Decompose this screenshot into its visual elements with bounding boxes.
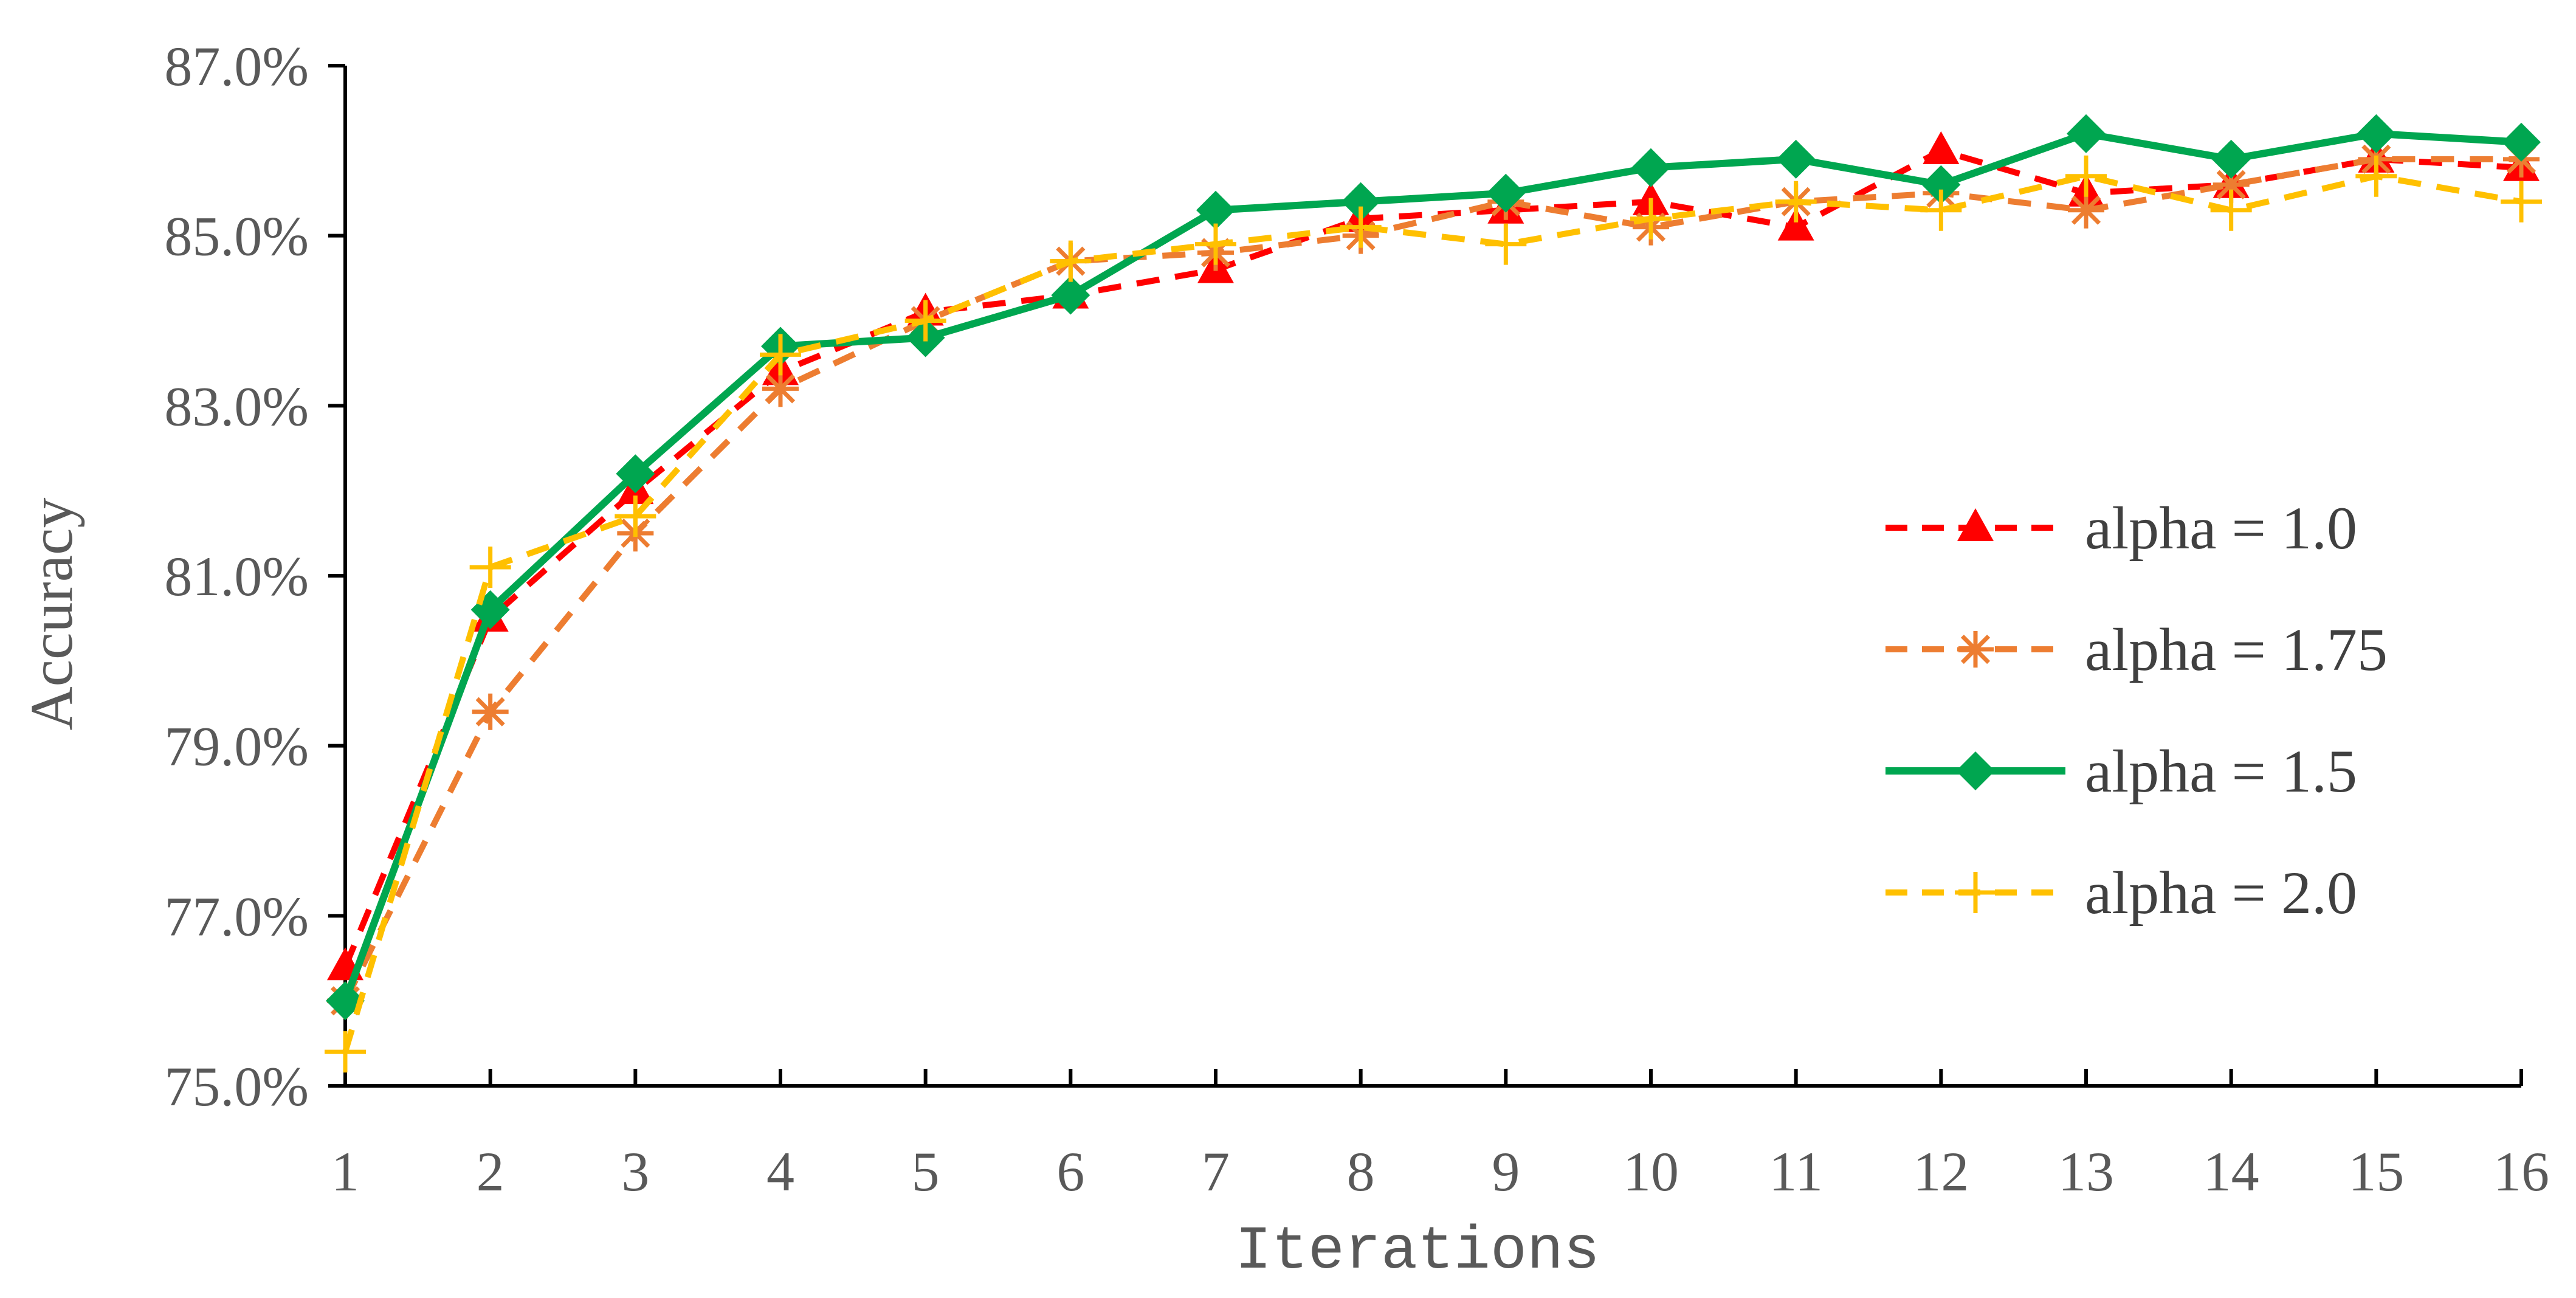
data-point — [762, 370, 799, 407]
series-line — [342, 147, 2522, 968]
data-point — [1923, 131, 1960, 164]
data-point — [2067, 114, 2106, 153]
data-point — [616, 454, 655, 494]
data-point — [472, 693, 509, 730]
legend-label: alpha = 1.75 — [2085, 616, 2388, 683]
x-tick-label: 16 — [2493, 1141, 2549, 1203]
axes: 75.0%77.0%79.0%81.0%83.0%85.0%87.0%1 2 3 4 5… — [164, 35, 2549, 1203]
data-point — [760, 334, 801, 376]
x-tick-label: 9 — [1492, 1141, 1520, 1203]
x-tick-label: 11 — [1769, 1141, 1823, 1203]
y-tick-label: 79.0% — [164, 716, 309, 778]
data-point — [1957, 631, 1994, 668]
legend-label: alpha = 2.0 — [2085, 859, 2357, 927]
x-tick-label: 5 — [912, 1141, 940, 1203]
x-axis-title: Iterations — [1235, 1218, 1600, 1286]
data-point — [1777, 207, 1814, 241]
data-point — [2068, 192, 2104, 229]
x-tick-label: 10 — [1623, 1141, 1679, 1203]
data-point — [1050, 240, 1092, 282]
y-axis-title: Accuracy — [18, 497, 85, 730]
y-tick-label: 87.0% — [164, 35, 309, 97]
x-tick-label: 12 — [1913, 1141, 1969, 1203]
legend-label: alpha = 1.5 — [2085, 737, 2357, 805]
data-point — [1196, 190, 1235, 230]
data-point — [2065, 155, 2107, 197]
y-tick-label: 81.0% — [164, 545, 309, 607]
data-point — [1776, 139, 1816, 179]
legend-label: alpha = 1.0 — [2085, 494, 2357, 562]
legend-item: alpha = 1.75 — [1886, 616, 2388, 683]
x-tick-label: 6 — [1056, 1141, 1084, 1203]
x-tick-label: 3 — [621, 1141, 649, 1203]
data-point — [2357, 114, 2396, 153]
data-point — [1957, 508, 1994, 541]
data-point — [904, 300, 946, 342]
x-tick-label: 1 — [331, 1141, 359, 1203]
x-tick-label: 8 — [1347, 1141, 1375, 1203]
data-point — [1956, 751, 1995, 790]
series-layer — [325, 114, 2542, 1073]
data-point — [1486, 173, 1526, 213]
y-tick-label: 75.0% — [164, 1055, 309, 1117]
data-point — [325, 1031, 366, 1073]
data-point — [1955, 872, 1996, 913]
data-point — [1195, 223, 1236, 265]
data-point — [2355, 155, 2397, 197]
data-point — [469, 547, 511, 589]
series-alpha-2-0 — [325, 155, 2542, 1073]
y-tick-label: 85.0% — [164, 205, 309, 268]
y-tick-label: 77.0% — [164, 885, 309, 947]
x-tick-label: 13 — [2058, 1141, 2114, 1203]
data-point — [2501, 181, 2542, 223]
data-point — [1775, 181, 1817, 223]
y-tick-label: 83.0% — [164, 375, 309, 437]
data-point — [615, 495, 656, 537]
data-point — [1921, 165, 1961, 204]
data-point — [1051, 275, 1090, 315]
legend-item: alpha = 2.0 — [1886, 859, 2357, 927]
data-point — [1631, 148, 1670, 187]
x-tick-label: 14 — [2203, 1141, 2259, 1203]
data-point — [1920, 189, 1962, 231]
data-point — [2211, 139, 2251, 179]
data-point — [2210, 189, 2252, 231]
legend-item: alpha = 1.0 — [1886, 494, 2357, 562]
legend-item: alpha = 1.5 — [1886, 737, 2357, 805]
legend: alpha = 1.0 alpha = 1.75 alpha = 1.5 alpha … — [1886, 494, 2388, 927]
data-point — [1341, 182, 1380, 221]
data-point — [1340, 206, 1382, 248]
series-line — [342, 129, 2522, 1003]
x-tick-label: 4 — [766, 1141, 794, 1203]
x-tick-label: 2 — [477, 1141, 505, 1203]
series-line — [342, 156, 2521, 1003]
data-point — [2502, 122, 2541, 162]
data-point — [1630, 198, 1672, 240]
x-tick-label: 7 — [1202, 1141, 1230, 1203]
x-tick-label: 15 — [2348, 1141, 2404, 1203]
data-point — [1485, 223, 1527, 265]
